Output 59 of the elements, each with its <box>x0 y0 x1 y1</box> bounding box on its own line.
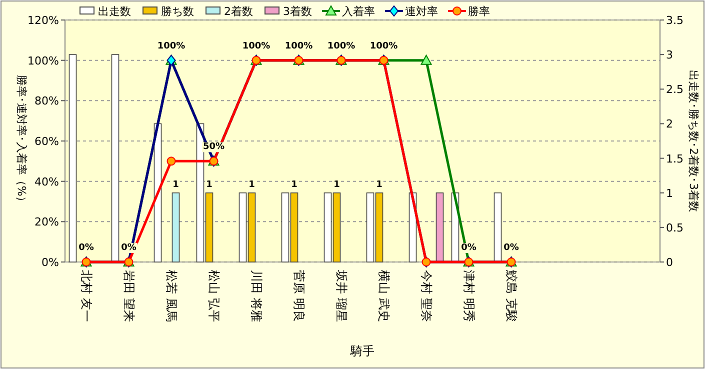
data-label: 1 <box>376 180 382 190</box>
legend-label: 2着数 <box>224 5 253 18</box>
data-label: 1 <box>248 180 255 190</box>
legend-label: 勝率 <box>468 5 490 18</box>
data-label: 0% <box>461 243 476 253</box>
bar <box>172 192 180 262</box>
y2-tick-label: 0 <box>666 256 673 269</box>
data-label: 1 <box>206 180 212 190</box>
legend-label: 入着率 <box>342 5 375 18</box>
data-label: 100% <box>284 41 313 52</box>
data-label: 100% <box>157 41 186 52</box>
y2-tick-label: 2.5 <box>666 83 684 96</box>
bar <box>494 192 502 262</box>
x-tick-label: 岩田 望来 <box>122 270 136 322</box>
x-tick-label: 松山 弘平 <box>206 270 221 322</box>
data-label: 100% <box>370 41 398 52</box>
bar <box>436 192 444 262</box>
data-label: 0% <box>78 243 94 253</box>
legend-label: 勝ち数 <box>161 5 194 18</box>
x-tick-label: 横山 武史 <box>376 270 391 322</box>
data-label: 100% <box>327 41 356 52</box>
bar <box>68 54 77 262</box>
data-label: 1 <box>334 180 340 190</box>
data-label: 1 <box>172 180 179 190</box>
x-tick-label: 菅原 明良 <box>292 270 306 322</box>
legend-label: 出走数 <box>98 5 131 18</box>
point <box>420 54 432 65</box>
y-tick-label: 20% <box>34 216 59 229</box>
data-label: 0% <box>121 243 136 253</box>
x-tick-label: 川田 将雅 <box>249 270 264 322</box>
y2-tick-label: 0.5 <box>666 221 684 234</box>
y-axis-title: 勝率･連対率･入着率（%） <box>15 74 28 208</box>
x-tick-label: 松若 風馬 <box>164 270 178 322</box>
point <box>166 156 176 166</box>
y2-tick-label: 1.5 <box>666 152 684 166</box>
y-tick-label: 40% <box>34 175 59 188</box>
legend-label: 3着数 <box>283 5 312 18</box>
y2-tick-label: 2 <box>666 118 673 131</box>
x-tick-label: 今村 聖奈 <box>419 270 434 322</box>
x-axis-title: 騎手 <box>350 344 374 358</box>
y-tick-label: 60% <box>34 135 59 148</box>
x-tick-label: 鮫島 克駿 <box>504 270 518 322</box>
y2-tick-label: 3.5 <box>666 14 684 27</box>
y2-axis-title: 出走数･勝ち数･2着数･3着数 <box>687 70 700 212</box>
data-label: 50% <box>202 142 225 152</box>
data-label: 100% <box>242 41 270 52</box>
y-tick-label: 120% <box>28 14 59 27</box>
y-tick-label: 0% <box>42 256 59 269</box>
x-tick-label: 坂井 瑠星 <box>334 269 348 322</box>
y2-tick-label: 3 <box>666 48 673 62</box>
data-label: 0% <box>504 243 519 253</box>
y-tick-label: 100% <box>28 54 59 68</box>
y-tick-label: 80% <box>34 94 59 108</box>
x-tick-label: 北村 友一 <box>79 270 94 322</box>
data-label: 1 <box>291 180 298 190</box>
bar <box>111 54 120 262</box>
x-tick-label: 津村 明秀 <box>462 270 476 322</box>
legend-label: 連対率 <box>405 5 438 18</box>
y2-tick-label: 1 <box>666 186 673 200</box>
